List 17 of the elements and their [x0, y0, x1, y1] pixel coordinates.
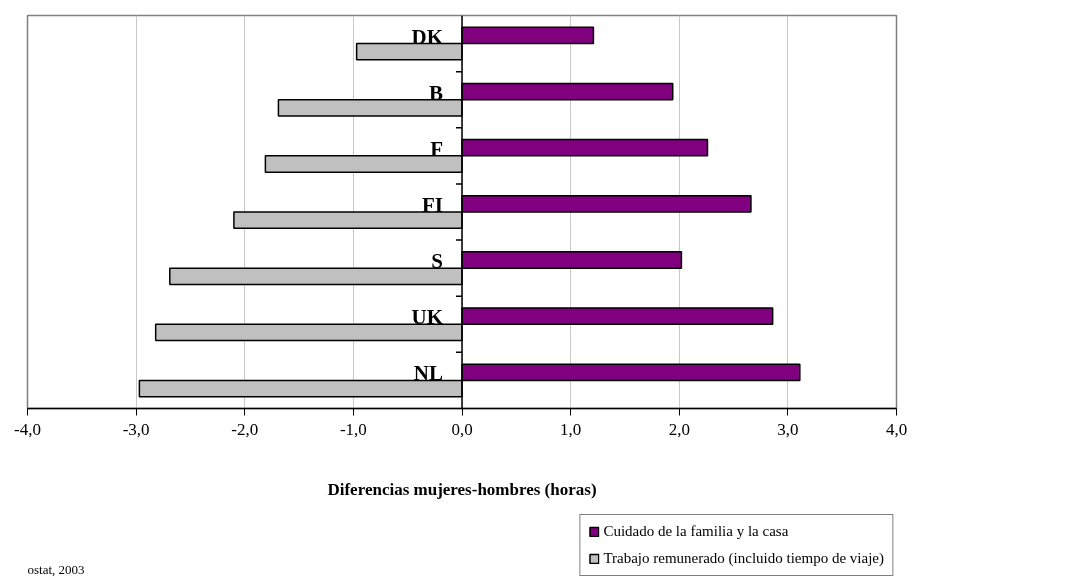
legend-label: Cuidado de la familia y la casa: [603, 523, 789, 540]
x-tick-label: 1,0: [560, 419, 582, 439]
y-tick-label: FI: [422, 193, 443, 217]
x-tick-label: -3,0: [122, 419, 150, 439]
y-tick-label: UK: [411, 305, 444, 330]
x-tick-label: -2,0: [231, 419, 259, 439]
text: ostat, 2003: [27, 561, 85, 577]
x-tick-label: 2,0: [668, 419, 690, 439]
y-tick-label: NL: [413, 361, 444, 386]
x-tick-label: -4,0: [14, 419, 41, 439]
x-tick-label: 3,0: [777, 419, 799, 439]
y-tick-label: S: [431, 249, 444, 274]
x-tick-label: 0,0: [451, 419, 473, 439]
x-axis-title: Diferencias mujeres-hombres (horas): [327, 479, 597, 499]
x-tick-label: 4,0: [885, 419, 908, 439]
legend-label: Trabajo remunerado (incluido tiempo de viaje): [603, 550, 884, 567]
x-tick-label: -1,0: [339, 419, 367, 439]
